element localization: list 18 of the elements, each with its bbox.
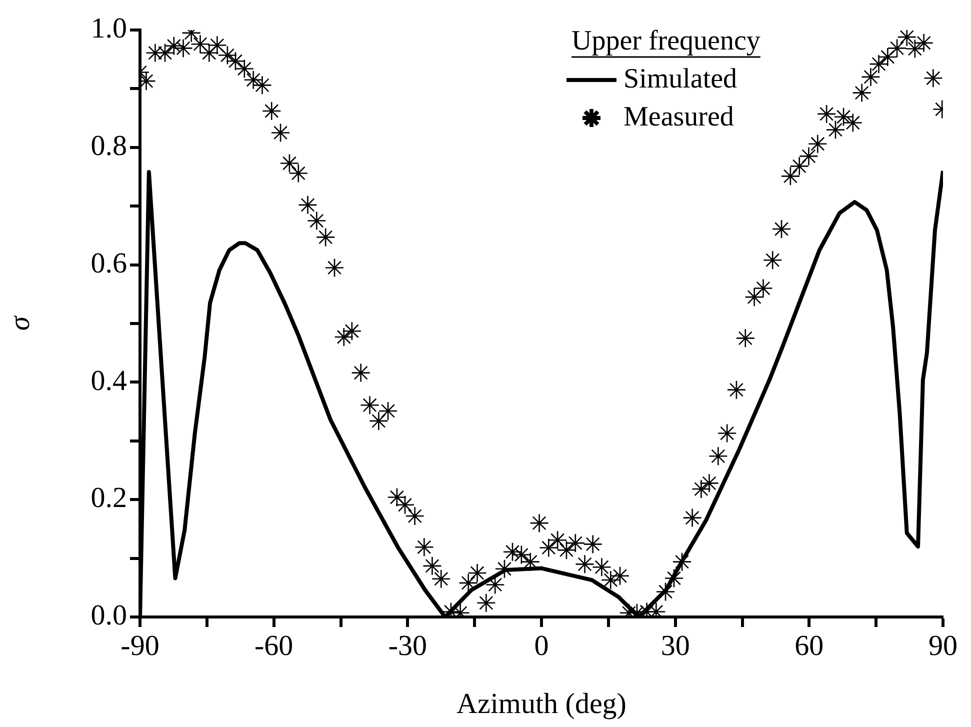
y-tick-label: 1.0	[90, 12, 127, 45]
x-tick-label: -60	[254, 630, 294, 662]
x-axis-title: Azimuth (deg)	[456, 688, 626, 720]
legend-label: Simulated	[624, 63, 738, 94]
x-tick-label: 30	[660, 630, 690, 662]
y-tick-label: 0.4	[90, 364, 128, 397]
x-tick-label: -30	[388, 630, 428, 662]
y-tick-label: 0.8	[90, 130, 127, 162]
y-axis-title: σ	[4, 314, 36, 331]
y-tick-label: 0.6	[90, 247, 127, 280]
x-tick-label: -90	[120, 630, 160, 662]
legend-title: Upper frequency	[572, 25, 760, 56]
y-tick-label: 0.2	[90, 482, 127, 514]
y-tick-label: 0.0	[90, 600, 127, 632]
x-tick-label: 90	[928, 630, 958, 662]
legend-label: Measured	[624, 101, 734, 132]
x-tick-label: 0	[534, 630, 549, 662]
x-tick-label: 60	[794, 630, 824, 662]
